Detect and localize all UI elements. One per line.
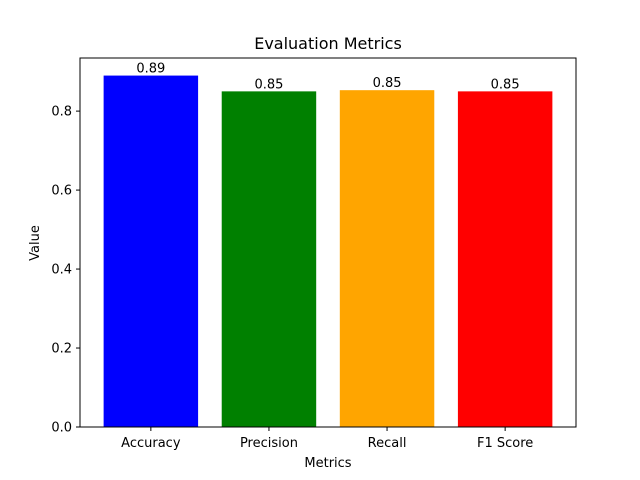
y-axis-ticks: 0.0 0.2 0.4 0.6 0.8 xyxy=(51,105,80,436)
bar-precision xyxy=(221,91,317,428)
x-axis-label: Metrics xyxy=(304,456,351,471)
chart-title: Evaluation Metrics xyxy=(254,34,402,53)
bars-group xyxy=(103,75,553,428)
bar-recall xyxy=(339,90,435,427)
y-tick-label: 0.8 xyxy=(51,105,72,120)
plot-area: 0.89 0.85 0.85 0.85 Accuracy Precision Recall… xyxy=(51,57,577,451)
bar-accuracy xyxy=(103,75,199,428)
y-tick-label: 0.0 xyxy=(51,421,72,436)
x-tick-label: Precision xyxy=(240,436,298,451)
y-tick-label: 0.6 xyxy=(51,184,72,199)
y-tick-label: 0.2 xyxy=(51,342,72,357)
bar-value-label: 0.89 xyxy=(136,62,165,77)
bar-value-label: 0.85 xyxy=(373,76,402,91)
y-axis-label: Value xyxy=(28,225,43,261)
x-tick-label: F1 Score xyxy=(477,436,533,451)
x-axis-ticks: Accuracy Precision Recall F1 Score xyxy=(121,427,533,451)
x-tick-label: Accuracy xyxy=(121,436,181,451)
bar-value-label: 0.85 xyxy=(254,77,283,92)
plot-frame xyxy=(79,57,577,428)
bar-f1-score xyxy=(457,91,553,428)
y-tick-label: 0.4 xyxy=(51,263,72,278)
bar-value-labels: 0.89 0.85 0.85 0.85 xyxy=(136,62,519,93)
x-tick-label: Recall xyxy=(368,436,407,451)
bar-value-label: 0.85 xyxy=(491,77,520,92)
